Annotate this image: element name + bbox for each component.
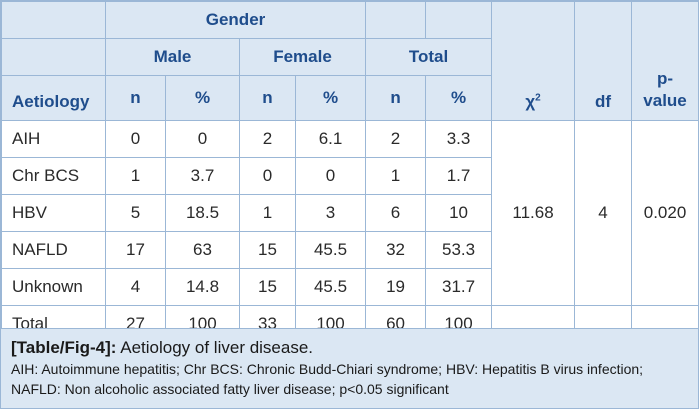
total-header-spacer	[365, 1, 427, 39]
male-pct-cell: 0	[165, 120, 240, 158]
female-header: Female	[238, 38, 367, 76]
male-n-cell: 5	[105, 194, 166, 232]
df-header: df	[574, 1, 633, 121]
table-row: Chr BCS 1 3.7 0 0 1 1.7	[1, 157, 699, 195]
row-label: Unknown	[1, 268, 106, 306]
row-label: Chr BCS	[1, 157, 106, 195]
total-pct-header: %	[425, 75, 493, 121]
chi-symbol: χ	[525, 92, 536, 111]
caption-note-2: NAFLD: Non alcoholic associated fatty li…	[11, 381, 449, 397]
male-n-cell: 1	[105, 157, 166, 195]
chi-square-value: 11.68	[491, 120, 576, 306]
total-pct-cell: 53.3	[425, 231, 493, 269]
female-pct-cell: 45.5	[294, 268, 367, 306]
table-row: HBV 5 18.5 1 3 6 10	[1, 194, 699, 232]
table-row: NAFLD 17 63 15 45.5 32 53.3	[1, 231, 699, 269]
row-label: NAFLD	[1, 231, 106, 269]
male-n-cell: 17	[105, 231, 166, 269]
total-pct-cell: 1.7	[425, 157, 493, 195]
gender-header: Gender	[104, 1, 367, 39]
total-n-cell: 32	[365, 231, 427, 269]
female-n-header: n	[239, 75, 296, 121]
male-header: Male	[105, 38, 240, 76]
female-n-cell: 1	[239, 194, 296, 232]
total-n-cell: 2	[365, 120, 427, 158]
table-caption: [Table/Fig-4]: Aetiology of liver diseas…	[1, 328, 698, 408]
female-n-cell: 2	[239, 120, 296, 158]
corner-blank	[1, 1, 106, 39]
caption-title-line: [Table/Fig-4]: Aetiology of liver diseas…	[11, 337, 686, 359]
table-row: AIH 0 0 2 6.1 2 3.3 11.68 4 0.020	[1, 120, 698, 306]
total-n-header: n	[365, 75, 427, 121]
female-pct-cell: 45.5	[294, 231, 367, 269]
total-n-cell: 1	[365, 157, 427, 195]
total-pct-cell: 3.3	[425, 120, 493, 158]
male-pct-cell: 14.8	[165, 268, 240, 306]
male-pct-cell: 63	[165, 231, 240, 269]
p-value-label: p-value	[643, 69, 687, 110]
chi-superscript: 2	[535, 92, 541, 104]
male-n-header: n	[105, 75, 166, 121]
caption-title: Aetiology of liver disease.	[120, 338, 314, 357]
total-n-cell: 6	[365, 194, 427, 232]
row-label: AIH	[1, 120, 106, 158]
female-n-cell: 0	[239, 157, 296, 195]
male-pct-cell: 18.5	[165, 194, 240, 232]
male-pct-cell: 3.7	[165, 157, 240, 195]
aetiology-table: Gender χ2 df p-value Male Female Total A…	[1, 1, 699, 343]
p-value-header: p-value	[631, 1, 698, 121]
female-n-cell: 15	[239, 231, 296, 269]
aetiology-header: Aetiology	[1, 75, 106, 121]
total-pct-cell: 10	[425, 194, 493, 232]
female-pct-header: %	[294, 75, 367, 121]
row-label: HBV	[1, 194, 106, 232]
male-pct-header: %	[165, 75, 240, 121]
caption-tag: [Table/Fig-4]:	[11, 338, 117, 357]
total-n-cell: 19	[365, 268, 427, 306]
chi-square-header: χ2	[491, 1, 576, 121]
corner-blank-2	[1, 38, 106, 76]
caption-note-1: AIH: Autoimmune hepatitis; Chr BCS: Chro…	[11, 361, 644, 377]
table-row: Unknown 4 14.8 15 45.5 19 31.7	[1, 268, 699, 306]
total-header: Total	[365, 38, 493, 76]
male-n-cell: 0	[105, 120, 166, 158]
female-pct-cell: 0	[294, 157, 367, 195]
female-n-cell: 15	[239, 268, 296, 306]
total-header-spacer-2	[425, 1, 493, 39]
female-pct-cell: 3	[294, 194, 367, 232]
male-n-cell: 4	[105, 268, 166, 306]
female-pct-cell: 6.1	[294, 120, 367, 158]
total-pct-cell: 31.7	[425, 268, 493, 306]
df-value: 4	[574, 120, 633, 306]
p-value: 0.020	[631, 120, 698, 306]
